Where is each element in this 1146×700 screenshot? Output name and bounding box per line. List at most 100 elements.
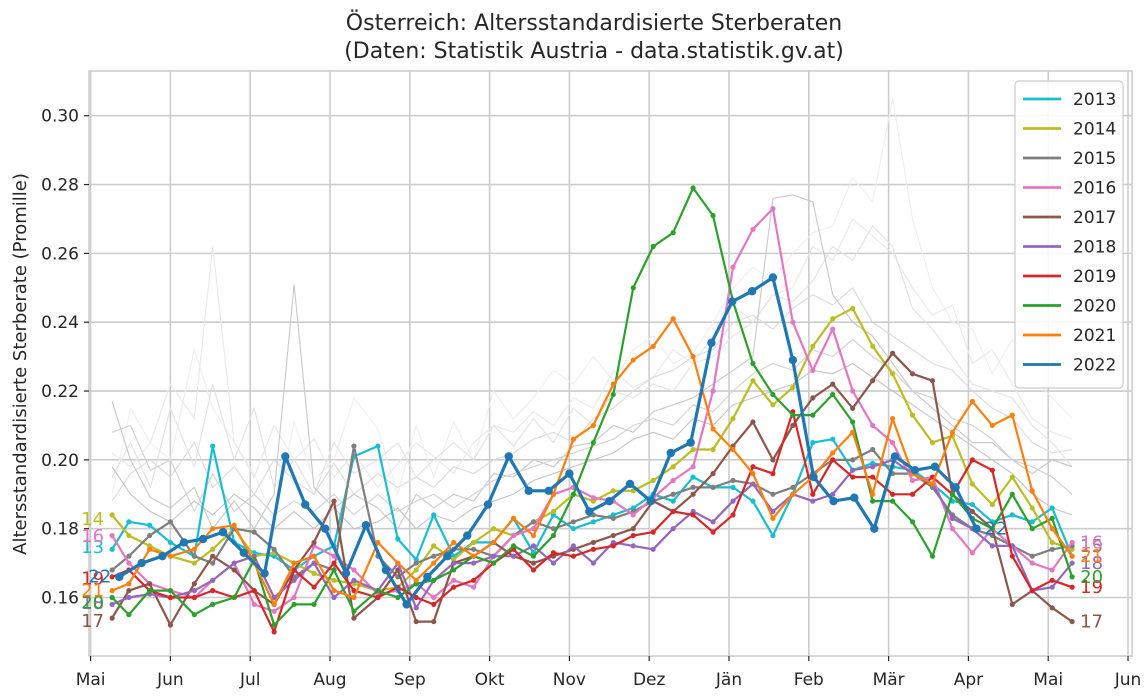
data-point-2020: [929, 553, 936, 559]
data-point-2019: [1049, 577, 1055, 583]
data-point-2020: [167, 588, 173, 594]
data-point-2018: [850, 467, 856, 473]
data-point-2022: [829, 496, 838, 506]
data-point-2022: [585, 507, 594, 516]
data-point-2021: [590, 422, 596, 429]
data-point-2019: [889, 491, 896, 497]
data-point-2014: [889, 371, 896, 377]
data-point-2014: [610, 488, 616, 494]
data-point-2013: [395, 536, 401, 542]
data-point-2017: [109, 615, 115, 621]
data-point-2016: [530, 526, 537, 532]
data-point-2021: [850, 429, 856, 435]
data-point-2017: [1049, 605, 1055, 611]
end-label-2022: 22: [984, 519, 1007, 540]
data-point-2020: [530, 553, 537, 559]
data-point-2017: [870, 378, 876, 384]
legend-item-2020: 2020: [1023, 297, 1116, 317]
data-point-2017: [750, 419, 756, 425]
data-point-2019: [451, 584, 457, 590]
data-point-2015: [471, 546, 477, 552]
data-point-2018: [590, 560, 596, 566]
legend-item-2013: 2013: [1023, 90, 1116, 110]
data-point-2017: [710, 471, 716, 477]
data-point-2021: [291, 560, 297, 566]
data-point-2019: [291, 567, 297, 573]
legend-label: 2013: [1073, 90, 1116, 110]
data-point-2016: [909, 477, 916, 484]
data-point-2014: [550, 508, 557, 515]
data-point-2022: [910, 465, 920, 475]
data-point-2022: [768, 273, 778, 282]
data-point-2019: [109, 574, 115, 580]
data-point-2021: [413, 577, 419, 583]
background-year-line: [111, 218, 1073, 489]
end-label-2021: 21: [1080, 546, 1103, 567]
data-point-2017: [850, 405, 856, 411]
data-point-2022: [381, 565, 391, 575]
data-point-2020: [291, 601, 297, 607]
data-point-2015: [271, 546, 277, 552]
data-point-2014: [770, 402, 776, 408]
data-point-2020: [670, 230, 676, 236]
data-point-2014: [670, 464, 676, 470]
data-point-2022: [281, 452, 290, 461]
data-point-2019: [550, 550, 557, 556]
data-point-2017: [690, 491, 696, 497]
data-point-2013: [126, 519, 132, 525]
data-point-2021: [750, 471, 756, 477]
legend-item-2016: 2016: [1023, 179, 1116, 199]
data-point-2021: [490, 539, 497, 546]
data-point-2021: [650, 343, 656, 349]
data-point-2019: [670, 508, 676, 515]
data-point-2020: [850, 419, 856, 425]
legend-label: 2016: [1073, 179, 1116, 199]
data-point-2017: [610, 532, 616, 539]
data-point-2015: [610, 515, 616, 521]
data-point-2017: [790, 422, 796, 429]
data-point-2016: [351, 567, 357, 573]
data-point-2016: [670, 477, 676, 484]
data-point-2021: [630, 357, 636, 363]
data-point-2019: [710, 529, 716, 535]
data-point-2020: [630, 285, 636, 291]
data-point-2021: [710, 426, 716, 432]
data-point-2019: [770, 471, 776, 477]
data-point-2016: [109, 532, 115, 539]
legend-label: 2019: [1073, 267, 1116, 287]
data-point-2016: [810, 367, 816, 373]
end-label-2020: 20: [1080, 567, 1103, 588]
data-point-2017: [331, 498, 337, 504]
data-point-2015: [191, 553, 197, 559]
data-point-2017: [191, 581, 197, 587]
x-tick-label: Jul: [239, 670, 261, 690]
data-point-2015: [570, 519, 576, 525]
data-point-2020: [210, 601, 216, 607]
data-point-2014: [929, 440, 936, 446]
data-point-2014: [490, 526, 497, 532]
data-point-2017: [830, 381, 836, 387]
data-point-2022: [666, 448, 675, 458]
data-point-2014: [969, 481, 975, 487]
data-point-2015: [1029, 553, 1035, 559]
data-point-2022: [605, 496, 614, 506]
data-point-2021: [1049, 526, 1055, 532]
data-point-2013: [1009, 512, 1015, 518]
data-point-2020: [570, 491, 576, 497]
data-point-2022: [850, 493, 859, 502]
data-point-2016: [630, 512, 636, 518]
legend-item-2017: 2017: [1023, 208, 1116, 228]
data-point-2014: [191, 560, 197, 566]
data-point-2022: [341, 569, 351, 578]
data-point-2015: [1049, 546, 1055, 552]
data-point-2020: [690, 185, 696, 191]
data-point-2021: [510, 515, 517, 521]
data-point-2014: [431, 543, 437, 549]
data-point-2015: [530, 519, 537, 525]
data-point-2018: [830, 491, 836, 497]
start-label-2019: 19: [81, 569, 104, 590]
data-point-2022: [443, 552, 452, 561]
data-point-2020: [750, 360, 756, 367]
data-point-2022: [321, 524, 330, 533]
data-point-2014: [1009, 474, 1015, 480]
